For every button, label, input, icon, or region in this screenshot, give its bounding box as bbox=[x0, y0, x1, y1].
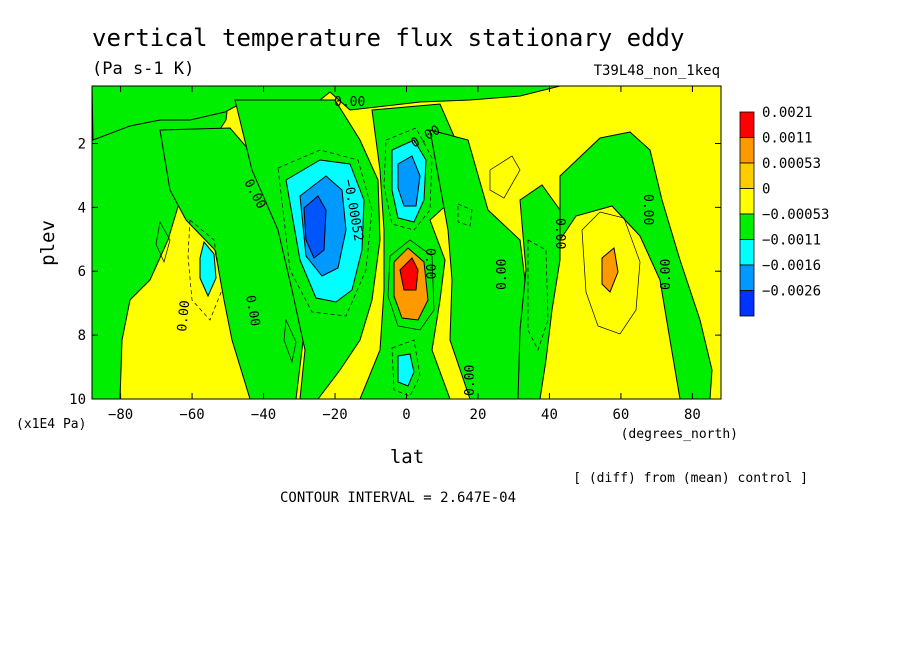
positive-regions bbox=[393, 247, 619, 321]
x-tick-label: −60 bbox=[179, 407, 204, 423]
legend-label: −0.0011 bbox=[762, 233, 821, 249]
contour-line-pos-ne bbox=[489, 155, 521, 199]
x-axis-units: (degrees_north) bbox=[621, 427, 738, 442]
contour-label: 0.00 bbox=[242, 294, 262, 327]
legend-label: 0 bbox=[762, 182, 770, 198]
contour-label: 0.00 bbox=[552, 218, 567, 249]
legend-swatch bbox=[739, 111, 755, 138]
contour-line-neg-4 bbox=[457, 203, 473, 227]
experiment-label: T39L48_non_1keq bbox=[594, 63, 720, 79]
legend-label: −0.0026 bbox=[762, 284, 821, 300]
y-tick-label: 6 bbox=[78, 264, 86, 280]
x-tick-label: 0 bbox=[402, 407, 410, 423]
legend-label: 0.00053 bbox=[762, 156, 821, 172]
contour-line-pos-s bbox=[283, 318, 297, 364]
legend-swatch bbox=[739, 239, 755, 266]
contour-line-neg-1 bbox=[277, 149, 373, 317]
deep-blue-core-south bbox=[303, 195, 327, 259]
plot-area bbox=[92, 86, 721, 399]
y-tick-label: 2 bbox=[78, 136, 86, 152]
red-region-equator bbox=[399, 257, 419, 291]
contour-label: 0.00 bbox=[334, 95, 365, 110]
legend-swatch bbox=[739, 162, 755, 189]
legend-label: −0.00053 bbox=[762, 207, 829, 223]
contour-line-pos-north bbox=[581, 211, 641, 335]
contour-lines bbox=[155, 127, 641, 397]
contour-interval: CONTOUR INTERVAL = 2.647E-04 bbox=[280, 490, 516, 506]
x-tick-label: 80 bbox=[684, 407, 701, 423]
green-region-north bbox=[559, 131, 713, 399]
legend-label: −0.0016 bbox=[762, 258, 821, 274]
legend-swatch bbox=[739, 264, 755, 291]
orange-region-north bbox=[601, 247, 619, 293]
x-tick-label: 20 bbox=[470, 407, 487, 423]
y-tick-label: 4 bbox=[78, 200, 86, 216]
contour-label: 0.00 bbox=[175, 300, 193, 333]
legend-swatch bbox=[739, 188, 755, 215]
contour-label: 0.00 bbox=[495, 259, 510, 290]
legend-swatch bbox=[739, 213, 755, 240]
legend-swatch bbox=[739, 137, 755, 164]
legend-label: 0.0011 bbox=[762, 131, 813, 147]
cyan-region-equator-low bbox=[397, 353, 415, 387]
y-tick-label: 8 bbox=[78, 328, 86, 344]
contour-line-pos-eq bbox=[387, 239, 435, 331]
legend-label: 0.0021 bbox=[762, 105, 813, 121]
y-axis-title: plev bbox=[37, 220, 59, 266]
contour-label: 0.00 bbox=[463, 365, 478, 396]
chart-title: vertical temperature flux stationary edd… bbox=[92, 24, 684, 52]
contour-label: 0.00 bbox=[659, 259, 674, 290]
x-axis: −80 −60 −40 −20 0 20 40 60 80 bbox=[108, 86, 701, 423]
x-tick-label: −40 bbox=[251, 407, 276, 423]
cyan-region-far-south bbox=[199, 240, 217, 298]
legend-swatch bbox=[739, 290, 755, 317]
x-tick-label: 40 bbox=[541, 407, 558, 423]
y-tick-label: 10 bbox=[69, 392, 86, 408]
deep-blue-regions bbox=[303, 195, 327, 259]
x-axis-title: lat bbox=[390, 446, 424, 468]
contour-label: 0.00 bbox=[422, 248, 437, 279]
contour-line-neg-3 bbox=[383, 127, 433, 231]
contour-line-neg-5 bbox=[527, 239, 549, 351]
contour-line-neg-2 bbox=[187, 219, 223, 321]
contour-line-pos-sw bbox=[155, 220, 171, 264]
green-region-north-cap bbox=[92, 86, 561, 141]
contour-line-neg-6 bbox=[391, 339, 421, 397]
x-tick-label: −20 bbox=[322, 407, 347, 423]
x-tick-label: −80 bbox=[108, 407, 133, 423]
legend: 0.0021 0.0011 0.00053 0 −0.00053 −0.0011 −0.00… bbox=[739, 105, 829, 317]
chart-units: (Pa s-1 K) bbox=[92, 59, 194, 79]
green-region-subtropic bbox=[517, 184, 561, 399]
contour-label: 0.00 bbox=[640, 194, 655, 225]
blue-core-equator bbox=[397, 155, 421, 207]
x-tick-label: 60 bbox=[613, 407, 630, 423]
y-axis: 2 4 6 8 10 bbox=[69, 136, 721, 408]
y-axis-units: (x1E4 Pa) bbox=[16, 417, 86, 432]
diff-note: [ (diff) from (mean) control ] bbox=[573, 471, 808, 486]
